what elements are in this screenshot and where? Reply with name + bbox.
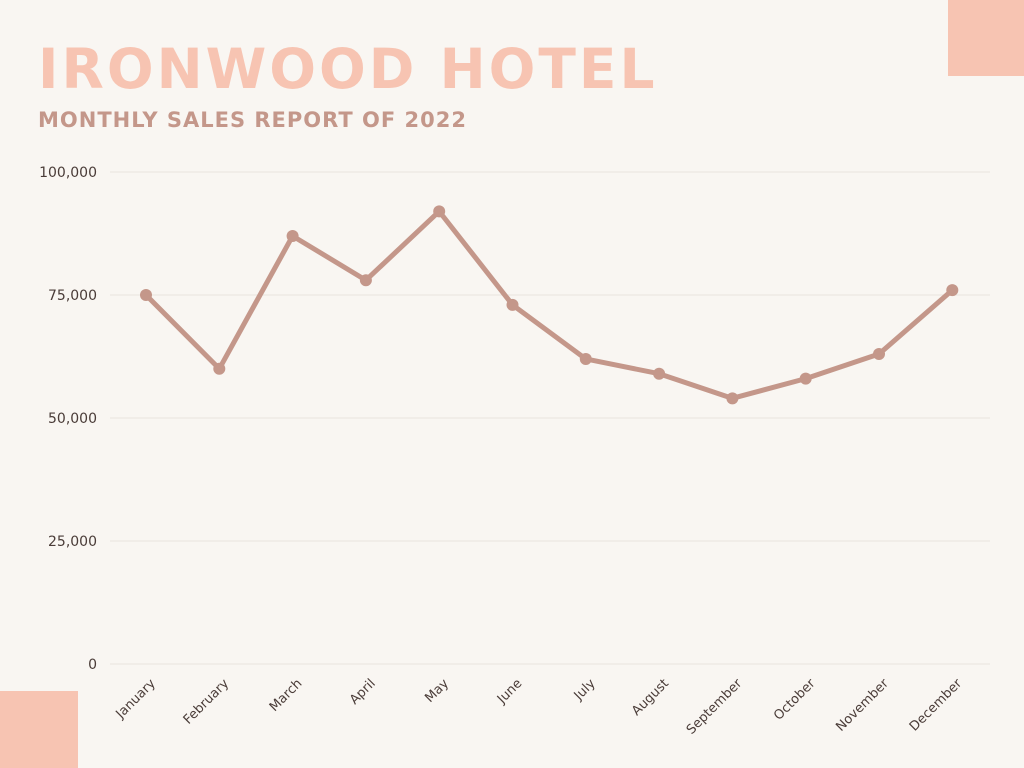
data-point-september: [726, 392, 739, 405]
page-subtitle: MONTHLY SALES REPORT OF 2022: [38, 108, 467, 132]
x-tick-label: May: [422, 676, 452, 706]
data-point-may: [433, 205, 446, 218]
chart-gridlines: [110, 171, 990, 665]
y-tick-label: 25,000: [48, 534, 97, 550]
x-axis: January February March April May June July Augu…: [113, 676, 966, 738]
x-tick-label: November: [833, 676, 892, 735]
series-line: [143, 208, 955, 401]
data-point-march: [286, 229, 299, 242]
data-point-january: [140, 289, 152, 301]
y-tick-label: 100,000: [39, 165, 97, 181]
x-tick-label: September: [684, 676, 746, 738]
x-tick-label: July: [571, 676, 599, 704]
data-point-august: [653, 367, 666, 380]
x-tick-label: June: [494, 676, 525, 707]
x-tick-label: March: [267, 676, 306, 715]
x-tick-label: August: [629, 676, 672, 719]
x-tick-label: January: [113, 676, 159, 722]
data-point-december: [946, 284, 959, 297]
series-sales: [140, 205, 959, 405]
data-point-april: [359, 274, 372, 287]
y-tick-label: 50,000: [48, 411, 97, 427]
y-tick-label: 0: [88, 657, 97, 673]
x-tick-label: February: [181, 676, 233, 728]
decorative-corner-bottom-left: [0, 691, 78, 768]
y-tick-label: 75,000: [48, 288, 97, 304]
data-point-february: [213, 362, 226, 375]
data-point-november: [873, 348, 885, 361]
decorative-corner-top-right: [948, 0, 1024, 76]
data-point-october: [799, 372, 812, 385]
x-tick-label: April: [347, 676, 379, 708]
y-axis: 0 25,000 50,000 75,000 100,000: [39, 165, 97, 673]
data-point-july: [579, 352, 592, 365]
x-tick-label: December: [907, 676, 966, 735]
x-tick-label: October: [771, 676, 819, 724]
page-title: IRONWOOD HOTEL: [38, 37, 658, 101]
data-point-june: [506, 298, 519, 311]
